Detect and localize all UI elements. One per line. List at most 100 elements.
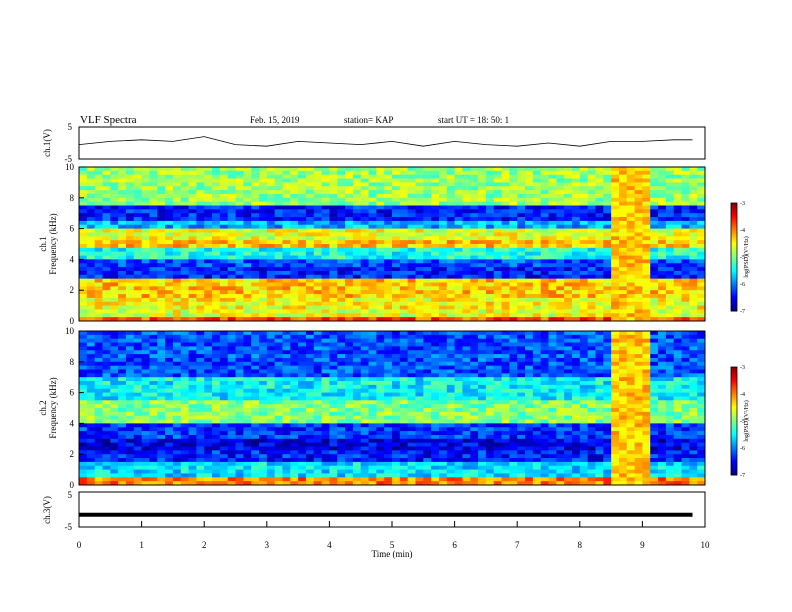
ch1-spectrogram-cell [423,286,432,291]
ch1-spectrogram-cell [611,205,620,210]
ch1-spectrogram-cell [509,174,518,179]
ch2-spectrogram-cell [603,373,612,378]
ch1-spectrogram-cell [102,228,111,233]
ch1-spectrogram-cell [298,290,307,295]
ch1-spectrogram-cell [345,274,354,280]
ch1-spectrogram-cell [102,170,111,176]
ch2-spectrogram-cell [251,377,260,382]
ch1-spectrogram-cell [681,244,690,249]
ch1-spectrogram-cell [595,294,604,299]
ch1-spectrogram-cell [603,313,612,318]
ch2-spectrogram-cell [532,369,542,374]
ch1-spectrogram-cell [102,182,111,187]
ch2-spectrogram-cell [697,361,706,367]
ch1-spectrogram-cell [462,170,471,176]
ch1-spectrogram-cell [360,217,369,222]
ch1-spectrogram-cell [509,197,518,203]
ch2-spectrogram-cell [376,361,385,367]
ch2-spectrogram-cell [251,408,260,413]
ch1-spectrogram-cell [673,313,682,318]
ch1-spectrogram-cell [501,301,510,306]
ch1-spectrogram-cell [227,232,236,237]
ch1-spectrogram-cell [337,244,346,249]
ch1-spectrogram-cell [493,270,502,276]
ch2-spectrogram-cell [556,408,565,413]
ch1-spectrogram-cell [665,182,675,187]
ch1-spectrogram-cell [329,244,338,249]
ch1-spectrogram-cell [94,317,103,322]
ch2-spectrogram-cell [454,361,463,367]
ch2-spectrogram-cell [172,369,182,374]
ch1-spectrogram-cell [313,193,322,199]
ch1-spectrogram-cell [665,178,675,183]
ch1-spectrogram-cell [462,270,471,276]
ch2-spectrogram-cell [235,369,244,374]
ch1-spectrogram-cell [650,297,659,303]
ch1-spectrogram-cell [407,209,416,214]
ch1-spectrogram-cell [321,190,330,195]
ch1-spectrogram-cell [360,232,369,237]
ch1-spectrogram-cell [689,251,698,256]
ch1-spectrogram-cell [571,290,581,295]
ch1-spectrogram-cell [658,190,667,195]
ch1-spectrogram-cell [258,228,268,233]
ch2-spectrogram-cell [415,388,424,393]
ch1-spectrogram-cell [110,317,119,322]
ch2-spectrogram-cell [274,365,283,370]
ch2-spectrogram-cell [298,400,307,405]
ch2-spectrogram-cell [603,350,612,355]
ch1-spectrogram-cell [611,259,620,264]
ch2-spectrogram-cell [360,388,369,393]
ch1-spectrogram-cell [415,297,424,303]
ch1-spectrogram-cell [642,170,651,176]
ch1-spectrogram-cell [352,174,362,179]
ch1-spectrogram-cell [227,282,236,287]
ch1-spectrogram-cell [258,297,268,303]
ch1-spectrogram-cell [227,259,236,264]
ch1-spectrogram-cell [431,270,440,276]
ch1-spectrogram-cell [658,217,667,222]
ch2-spectrogram-cell [658,408,667,413]
ch2-spectrogram-cell [243,365,252,370]
ch1-spectrogram-cell [446,301,455,306]
ch1-spectrogram-cell [266,170,276,176]
ch1-spectrogram-cell [470,317,479,322]
ch2-spectrogram-cell [618,350,628,355]
ch2-spectrogram-cell [493,342,502,347]
ch1-spectrogram-cell [611,274,620,280]
ch1-spectrogram-cell [438,213,448,218]
ch1-spectrogram-cell [470,182,479,187]
ch1-spectrogram-cell [681,213,690,218]
ch1-spectrogram-cell [94,220,103,226]
ch2-spectrogram-cell [376,373,385,378]
ch1-spectrogram-cell [462,294,471,299]
ch2-spectrogram-cell [376,396,385,401]
ch1-spectrogram-cell [595,259,604,264]
ch2-spectrogram-cell [470,369,479,374]
ch1-spectrogram-cell [94,282,103,287]
ch1-spectrogram-cell [556,263,565,268]
ch1-spectrogram-cell [595,182,604,187]
ch2-spectrogram-cell [94,361,103,367]
ch2-spectrogram-cell [501,381,510,386]
ch1-spectrogram-cell [399,178,409,183]
ch1-spectrogram-cell [618,224,628,229]
ch1-spectrogram-cell [352,182,362,187]
ch1-spectrogram-cell [352,197,362,203]
ch1-spectrogram-cell [595,174,604,179]
ch2-spectrogram-cell [282,377,291,382]
ch2-spectrogram-cell [384,408,393,413]
ch1-spectrogram-cell [650,294,659,299]
ch2-spectrogram-cell [595,331,604,336]
ch2-spectrogram-cell [368,365,377,370]
ch1-spectrogram-cell [204,170,213,176]
ch2-spectrogram-cell [133,342,142,347]
ch2-spectrogram-cell [517,334,526,340]
ch2-spectrogram-cell [595,350,604,355]
ch1-spectrogram-cell [446,217,455,222]
ch2-spectrogram-cell [392,400,401,405]
ch1-spectrogram-cell [540,186,549,191]
ch2-spectrogram-cell [571,334,581,340]
ch1-spectrogram-cell [399,174,409,179]
ch2-spectrogram-cell [196,346,205,351]
